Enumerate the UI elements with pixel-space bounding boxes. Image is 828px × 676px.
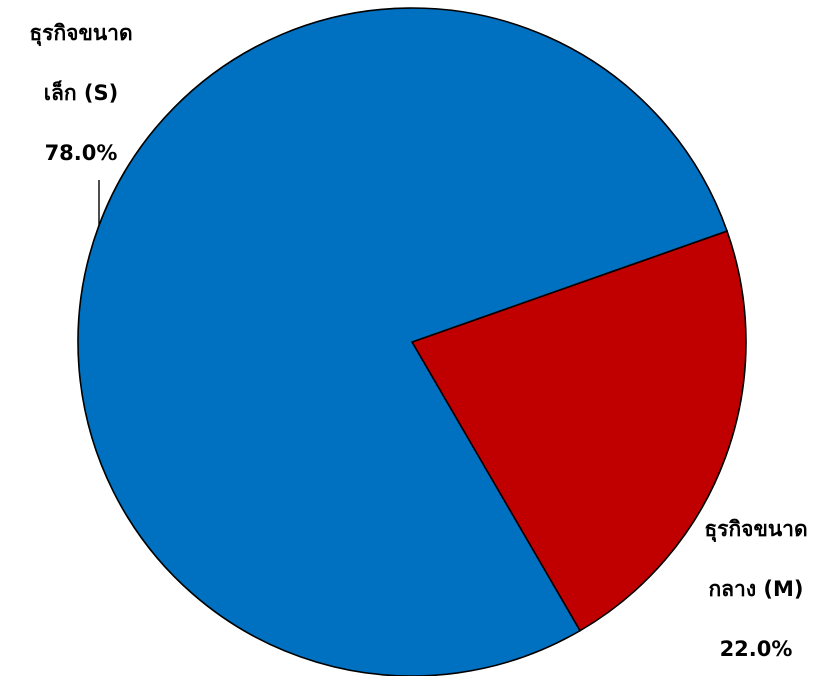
slice-small-business: [77, 7, 729, 676]
slice-medium-business: [410, 230, 747, 632]
label-small-line2: เล็ก (S): [43, 81, 119, 105]
label-medium-percent: 22.0%: [719, 637, 793, 661]
label-medium-line2: กลาง (M): [708, 577, 804, 601]
label-small-business: ธุรกิจขนาด เล็ก (S) 78.0%: [6, 18, 156, 168]
label-medium-line1: ธุรกิจขนาด: [704, 517, 808, 541]
label-medium-business: ธุรกิจขนาด กลาง (M) 22.0%: [684, 514, 828, 664]
label-small-line1: ธุรกิจขนาด: [29, 21, 133, 45]
label-small-percent: 78.0%: [44, 141, 118, 165]
